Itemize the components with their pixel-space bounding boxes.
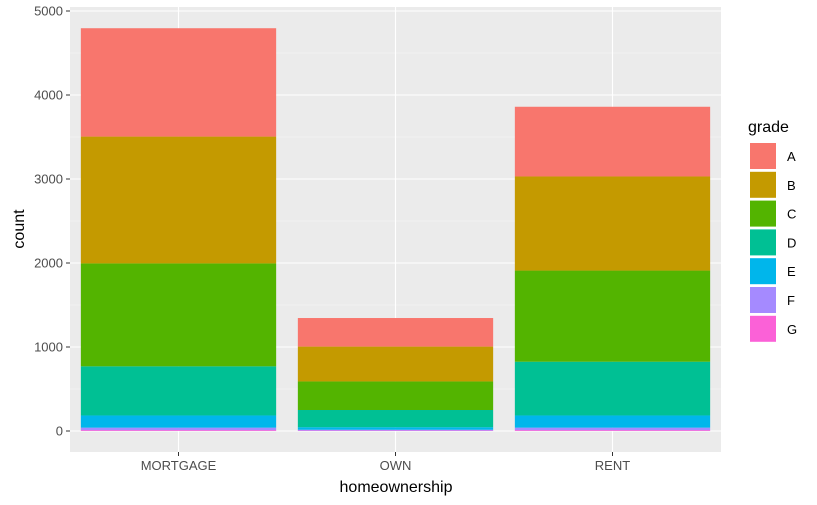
bar-segment-mortgage-grade-g xyxy=(80,430,277,431)
legend-key-e xyxy=(750,258,776,285)
bar-segment-rent-grade-e xyxy=(514,415,711,428)
x-tick-label: OWN xyxy=(380,458,412,473)
legend-key-d xyxy=(750,229,776,256)
x-tick-label: RENT xyxy=(595,458,630,473)
legend-label: A xyxy=(787,149,796,164)
bar-segment-own-grade-b xyxy=(297,346,494,382)
y-axis-title: count xyxy=(11,209,28,249)
y-tick-label: 4000 xyxy=(34,88,63,103)
bar-segment-rent-grade-d xyxy=(514,361,711,416)
bar-segment-mortgage-grade-a xyxy=(80,28,277,137)
bar-segment-mortgage-grade-f xyxy=(80,427,277,431)
bar-segment-own-grade-f xyxy=(297,429,494,431)
y-tick-label: 5000 xyxy=(34,4,63,19)
bar-segment-own-grade-e xyxy=(297,427,494,430)
legend-label: F xyxy=(787,293,795,308)
bar-segment-rent-grade-g xyxy=(514,430,711,431)
bar-segment-own-grade-d xyxy=(297,410,494,428)
bar-segment-mortgage-grade-c xyxy=(80,263,277,367)
bar-segment-mortgage-grade-d xyxy=(80,366,277,416)
legend-title: grade xyxy=(748,119,789,136)
axes-layer: 0 1000 2000 3000 4000 5000 MORTGAGE OWN RENT xyxy=(34,4,630,474)
x-tick-label: MORTGAGE xyxy=(141,458,217,473)
legend-key-a xyxy=(750,143,776,169)
legend-label: G xyxy=(787,322,797,337)
bar-segment-rent-grade-a xyxy=(514,106,711,177)
x-axis-title: homeownership xyxy=(340,479,453,496)
legend-key-f xyxy=(750,287,776,313)
legend-key-c xyxy=(750,200,776,227)
legend-label: E xyxy=(787,264,796,279)
bar-segment-mortgage-grade-b xyxy=(80,136,277,264)
bar-segment-mortgage-grade-e xyxy=(80,415,277,428)
legend-label: B xyxy=(787,178,796,193)
y-tick-label: 1000 xyxy=(34,340,63,355)
bar-segment-rent-grade-f xyxy=(514,427,711,431)
legend-key-b xyxy=(750,171,776,198)
bars-layer xyxy=(80,28,711,431)
bar-segment-rent-grade-b xyxy=(514,176,711,271)
legend-label: C xyxy=(787,207,796,222)
bar-segment-own-grade-c xyxy=(297,381,494,410)
y-tick-label: 3000 xyxy=(34,172,63,187)
y-tick-label: 2000 xyxy=(34,256,63,271)
bar-segment-rent-grade-c xyxy=(514,270,711,362)
y-tick-label: 0 xyxy=(56,424,63,439)
legend-key-g xyxy=(750,315,776,342)
bar-segment-own-grade-a xyxy=(297,318,494,347)
legend-label: D xyxy=(787,235,796,250)
